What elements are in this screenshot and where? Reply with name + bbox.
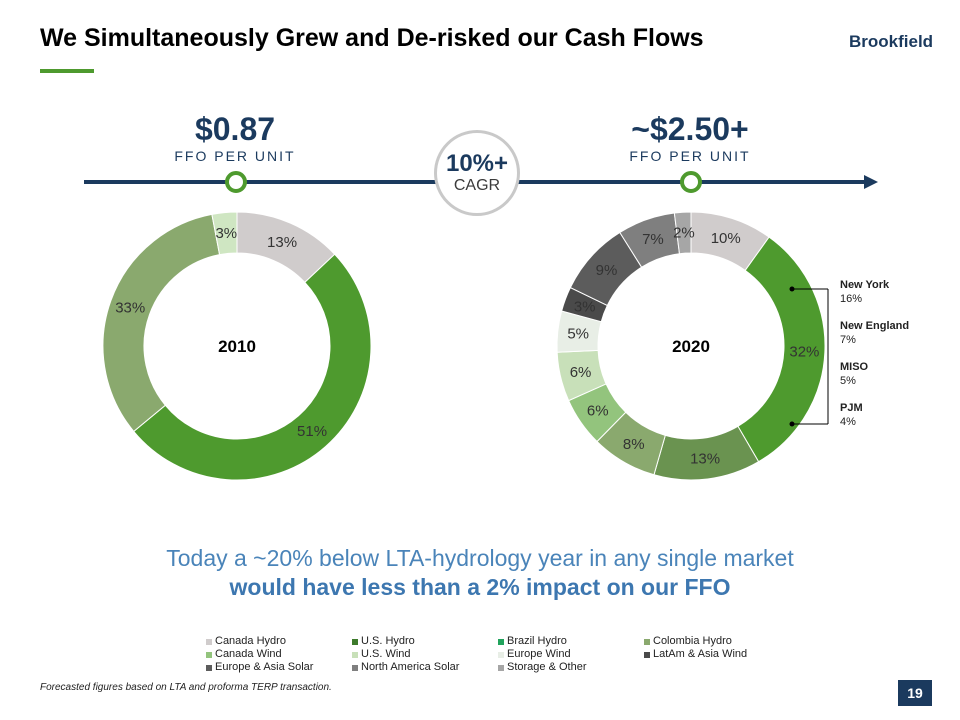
callout-value: 7% <box>840 334 856 346</box>
legend-label: LatAm & Asia Wind <box>653 648 748 660</box>
legend-label: Canada Hydro <box>215 635 286 647</box>
ffo-2010: $0.87 FFO PER UNIT <box>160 112 310 164</box>
ffo-2020-label: FFO PER UNIT <box>629 148 751 164</box>
legend-item: Europe & Asia Solar <box>206 661 352 674</box>
callout-value: 5% <box>840 375 856 387</box>
cagr-value: 10%+ <box>445 150 509 177</box>
legend-item: Canada Hydro <box>206 635 352 648</box>
slice-label: 3% <box>215 225 237 242</box>
donut-slice <box>673 211 692 255</box>
legend-swatch <box>644 651 650 658</box>
chart-legend: Canada Hydro U.S. Hydro Brazil Hydro Colomb… <box>206 635 790 674</box>
slice-label: 5% <box>567 326 589 343</box>
slice-label: 8% <box>623 436 645 453</box>
donut-center-label: 2010 <box>218 337 256 356</box>
callout-value: 16% <box>840 293 863 305</box>
donut-slice <box>133 253 372 481</box>
donut-2020: 10% 32% 13% 8% 6% 6% 5% 3% 9% 7% 2% 2020 <box>556 211 826 481</box>
legend-label: U.S. Wind <box>361 648 411 660</box>
legend-item: Colombia Hydro <box>644 635 790 648</box>
donut-slice <box>102 213 221 433</box>
slice-label: 10% <box>711 230 741 247</box>
legend-label: Brazil Hydro <box>507 635 567 647</box>
legend-label: Storage & Other <box>507 661 587 673</box>
donut-center-label: 2020 <box>672 337 710 356</box>
callout-pjm: PJM 4% <box>840 401 909 429</box>
us-hydro-breakdown: New York 16% New England 7% MISO 5% PJM … <box>840 278 909 442</box>
legend-swatch <box>644 638 650 645</box>
slice-label: 9% <box>596 262 618 279</box>
legend-swatch <box>206 651 212 658</box>
ffo-2020-value: ~$2.50+ <box>631 111 749 147</box>
legend-item: LatAm & Asia Wind <box>644 648 790 661</box>
legend-item: U.S. Wind <box>352 648 498 661</box>
cagr-label: CAGR <box>453 177 501 194</box>
brand-logo: Brookfield <box>849 32 934 51</box>
legend-swatch <box>498 651 504 658</box>
donut-slice <box>211 211 238 256</box>
headline-line-1: Today a ~20% below LTA-hydrology year in… <box>166 545 794 571</box>
callout-new-england: New England 7% <box>840 319 909 347</box>
ffo-2010-label: FFO PER UNIT <box>174 148 296 164</box>
slice-label: 13% <box>267 234 297 251</box>
slice-label: 2% <box>673 225 695 242</box>
legend-swatch <box>352 638 358 645</box>
callout-bracket <box>789 286 829 427</box>
ffo-2020: ~$2.50+ FFO PER UNIT <box>605 112 775 164</box>
slice-label: 6% <box>587 403 609 420</box>
legend-item: Canada Wind <box>206 648 352 661</box>
legend-swatch <box>498 664 504 671</box>
legend-label: U.S. Hydro <box>361 635 415 647</box>
legend-item: Storage & Other <box>498 661 644 674</box>
slice-label: 3% <box>574 298 596 315</box>
legend-label: Europe Wind <box>507 648 571 660</box>
page-number: 19 <box>898 680 932 706</box>
callout-name: New England <box>840 320 910 332</box>
title-underline <box>40 69 94 73</box>
footnote: Forecasted figures based on LTA and prof… <box>40 682 332 693</box>
headline: Today a ~20% below LTA-hydrology year in… <box>0 544 960 602</box>
slide-title: We Simultaneously Grew and De-risked our… <box>40 24 704 52</box>
slice-label: 7% <box>642 231 664 248</box>
legend-item: North America Solar <box>352 661 498 674</box>
callout-name: MISO <box>840 361 869 373</box>
slice-label: 32% <box>789 343 819 360</box>
callout-name: PJM <box>840 402 863 414</box>
legend-item: Europe Wind <box>498 648 644 661</box>
headline-line-2: would have less than a 2% impact on our … <box>229 574 731 600</box>
legend-swatch <box>498 638 504 645</box>
callout-name: New York <box>840 279 890 291</box>
legend-label: North America Solar <box>361 661 460 673</box>
ffo-2010-value: $0.87 <box>194 111 276 147</box>
callout-value: 4% <box>840 416 856 428</box>
legend-swatch <box>206 664 212 671</box>
legend-label: Europe & Asia Solar <box>215 661 314 673</box>
legend-item: Brazil Hydro <box>498 635 644 648</box>
slice-label: 13% <box>690 451 720 468</box>
legend-label: Colombia Hydro <box>653 635 732 647</box>
slice-label: 33% <box>115 300 145 317</box>
legend-swatch <box>352 664 358 671</box>
legend-swatch <box>206 638 212 645</box>
callout-miso: MISO 5% <box>840 360 909 388</box>
slice-label: 6% <box>570 364 592 381</box>
legend-item: U.S. Hydro <box>352 635 498 648</box>
callout-new-york: New York 16% <box>840 278 909 306</box>
cagr-badge: 10%+ CAGR <box>434 130 520 216</box>
slice-label: 51% <box>297 423 327 440</box>
donut-2010: 13% 51% 33% 3% 2010 <box>102 211 372 481</box>
legend-swatch <box>352 651 358 658</box>
legend-label: Canada Wind <box>215 648 282 660</box>
